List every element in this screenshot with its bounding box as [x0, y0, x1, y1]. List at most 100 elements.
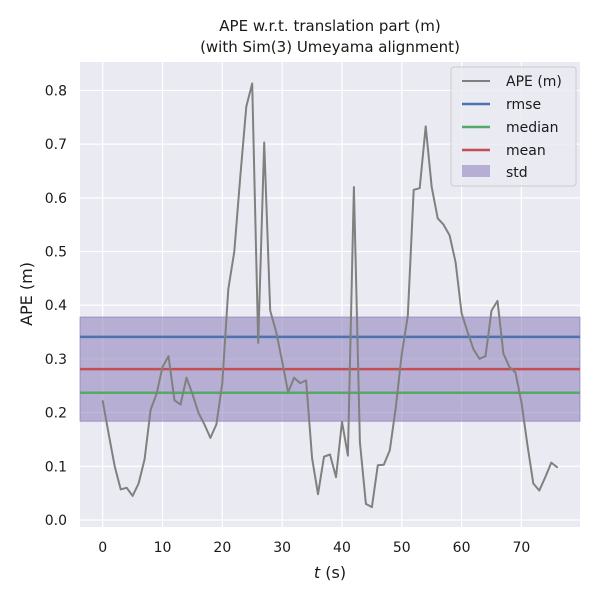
legend-label-rmse: rmse — [506, 97, 541, 113]
legend-swatch-std — [462, 165, 490, 177]
legend-label-mean: mean — [506, 143, 546, 159]
x-axis-label-var: t — [314, 563, 321, 582]
ape-data-point — [251, 82, 254, 85]
x-tick-label: 20 — [213, 540, 231, 556]
ape-data-point — [287, 391, 289, 394]
ape-data-point — [101, 400, 104, 402]
ape-data-point — [197, 411, 200, 414]
ape-data-point — [221, 382, 224, 384]
ape-data-point — [305, 379, 307, 382]
ape-data-point — [341, 420, 343, 423]
ape-data-point — [418, 187, 421, 189]
ape-data-point — [520, 401, 523, 403]
ape-data-point — [179, 403, 182, 406]
ape-data-point — [209, 437, 212, 439]
y-axis-label: APE (m) — [17, 262, 36, 326]
ape-data-point — [430, 186, 433, 188]
x-tick-label: 40 — [333, 540, 351, 556]
x-tick-label: 10 — [154, 540, 172, 556]
ape-data-point — [442, 223, 445, 226]
ape-data-point — [424, 125, 427, 128]
ape-data-point — [400, 352, 403, 355]
y-tick-label: 0.2 — [45, 406, 67, 422]
ape-data-point — [167, 355, 170, 358]
ape-data-point — [113, 465, 116, 468]
ape-data-point — [347, 454, 349, 457]
ape-data-point — [191, 393, 194, 395]
x-tick-label: 0 — [98, 540, 107, 556]
ape-data-point — [311, 457, 313, 460]
ape-data-point — [335, 476, 337, 478]
ape-data-point — [389, 449, 391, 452]
ape-data-point — [155, 393, 158, 395]
ape-data-point — [466, 331, 469, 333]
y-tick-label: 0.5 — [45, 245, 67, 261]
ape-data-point — [137, 482, 140, 485]
ape-data-point — [107, 433, 110, 435]
ape-data-point — [149, 409, 152, 411]
ape-data-point — [281, 360, 283, 363]
ape-data-point — [478, 358, 481, 360]
ape-data-point — [257, 342, 260, 344]
legend: APE (m) rmse median mean std — [450, 66, 577, 187]
ape-data-point — [406, 315, 409, 317]
y-tick-label: 0.6 — [45, 191, 67, 207]
ape-data-point — [383, 463, 385, 466]
x-tick-label: 70 — [512, 540, 530, 556]
legend-label-ape: APE (m) — [506, 74, 562, 90]
ape-data-point — [472, 348, 475, 351]
ape-data-point — [508, 366, 511, 368]
ape-data-point — [269, 309, 271, 312]
y-tick-label: 0.3 — [45, 352, 67, 368]
chart-title-line1: APE w.r.t. translation part (m) — [219, 17, 440, 35]
ape-data-point — [490, 309, 493, 312]
ape-data-point — [173, 399, 176, 402]
ape-data-point — [239, 175, 242, 178]
ape-data-point — [227, 288, 230, 290]
ape-data-point — [233, 250, 236, 253]
ape-data-point — [532, 482, 535, 485]
ape-data-point — [125, 487, 128, 489]
y-tick-label: 0.1 — [45, 459, 67, 475]
ape-data-point — [436, 217, 439, 220]
x-tick-label: 50 — [393, 540, 411, 556]
x-axis-label-unit: (s) — [320, 563, 346, 582]
ape-data-point — [394, 406, 397, 409]
ape-data-point — [245, 105, 248, 108]
ape-data-point — [412, 188, 415, 191]
ape-data-point — [263, 141, 266, 144]
ape-data-point — [131, 495, 134, 497]
ape-data-point — [538, 489, 541, 492]
ape-data-point — [203, 423, 206, 426]
y-tick-label: 0.7 — [45, 137, 67, 153]
y-tick-label: 0.0 — [45, 513, 67, 529]
ape-data-point — [161, 366, 164, 368]
y-tick-label: 0.8 — [45, 83, 67, 99]
ape-data-point — [496, 300, 499, 302]
x-axis-label: t (s) — [314, 563, 346, 582]
ape-data-point — [550, 461, 553, 464]
ape-data-point — [329, 453, 331, 456]
ape-data-point — [484, 355, 487, 358]
ape-data-point — [299, 382, 301, 384]
ape-data-point — [323, 455, 325, 458]
tick-labels: 0 10 20 30 40 50 60 70 0.0 0.1 0.2 0.3 0.4 0.5 0.6 0.7 0… — [45, 83, 531, 556]
ape-data-point — [293, 376, 295, 379]
ape-data-point — [215, 423, 218, 426]
x-tick-label: 60 — [453, 540, 471, 556]
ape-data-point — [119, 488, 122, 491]
y-tick-label: 0.4 — [45, 298, 67, 314]
ape-data-point — [526, 444, 529, 446]
ape-data-point — [371, 506, 373, 508]
ape-data-point — [353, 186, 355, 188]
ape-data-point — [514, 371, 517, 374]
legend-label-median: median — [506, 120, 558, 136]
ape-data-point — [377, 464, 379, 467]
ape-data-point — [460, 312, 463, 315]
stat-lines — [80, 335, 580, 395]
ape-data-point — [556, 466, 559, 469]
ape-data-point — [275, 331, 277, 333]
ape-data-point — [448, 234, 451, 237]
